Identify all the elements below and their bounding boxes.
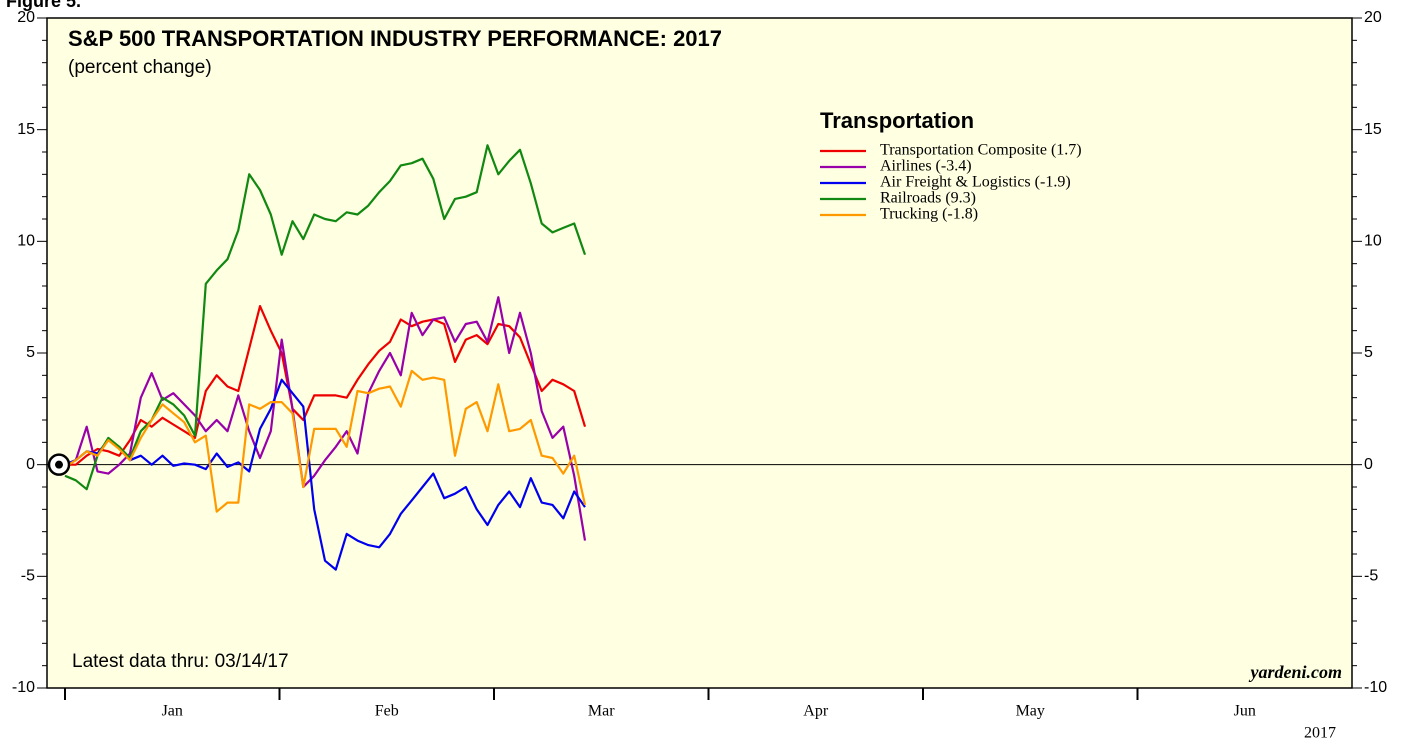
legend-label: Railroads (9.3): [880, 190, 976, 207]
x-tick-label: Jun: [1234, 703, 1256, 720]
y-tick-label: -5: [21, 568, 35, 585]
y-tick-label: -10: [12, 679, 35, 696]
y-tick-label: 15: [17, 121, 35, 138]
y2-tick-label: 0: [1364, 456, 1373, 473]
x-tick-label: Apr: [803, 703, 829, 720]
x-tick-label: Jan: [162, 703, 183, 720]
x-tick-label: Feb: [375, 703, 399, 720]
y2-tick-label: 15: [1364, 121, 1382, 138]
legend-label: Air Freight & Logistics (-1.9): [880, 174, 1071, 191]
note: Latest data thru: 03/14/17: [72, 651, 289, 672]
series-line: [65, 305, 587, 466]
legend-label: Transportation Composite (1.7): [880, 142, 1082, 159]
year-label: 2017: [1304, 725, 1336, 742]
y2-tick-label: 20: [1364, 9, 1382, 26]
x-tick-label: May: [1016, 703, 1045, 720]
y2-tick-label: 5: [1364, 344, 1373, 361]
legend-label: Trucking (-1.8): [880, 206, 978, 223]
y-tick-label: 0: [26, 456, 35, 473]
y-tick-label: 5: [26, 344, 35, 361]
series-line: [64, 378, 586, 571]
y-tick-label: 20: [17, 9, 35, 26]
subtitle: (percent change): [68, 57, 212, 78]
origin-dot: [55, 460, 63, 469]
y2-tick-label: -5: [1364, 568, 1378, 585]
legend-title: Transportation: [820, 108, 974, 133]
plot-area: [46, 17, 1353, 689]
y2-tick-label: -10: [1364, 679, 1387, 696]
y-tick-label: 10: [17, 233, 35, 250]
series-line: [64, 296, 587, 541]
chart-title: S&P 500 TRANSPORTATION INDUSTRY PERFORMA…: [68, 26, 722, 51]
source: yardeni.com: [1249, 662, 1343, 682]
series-line: [64, 369, 587, 513]
legend-label: Airlines (-3.4): [880, 158, 972, 175]
figure-label: Figure 5.: [6, 0, 81, 11]
x-tick-label: Mar: [588, 703, 615, 720]
y2-tick-label: 10: [1364, 233, 1382, 250]
